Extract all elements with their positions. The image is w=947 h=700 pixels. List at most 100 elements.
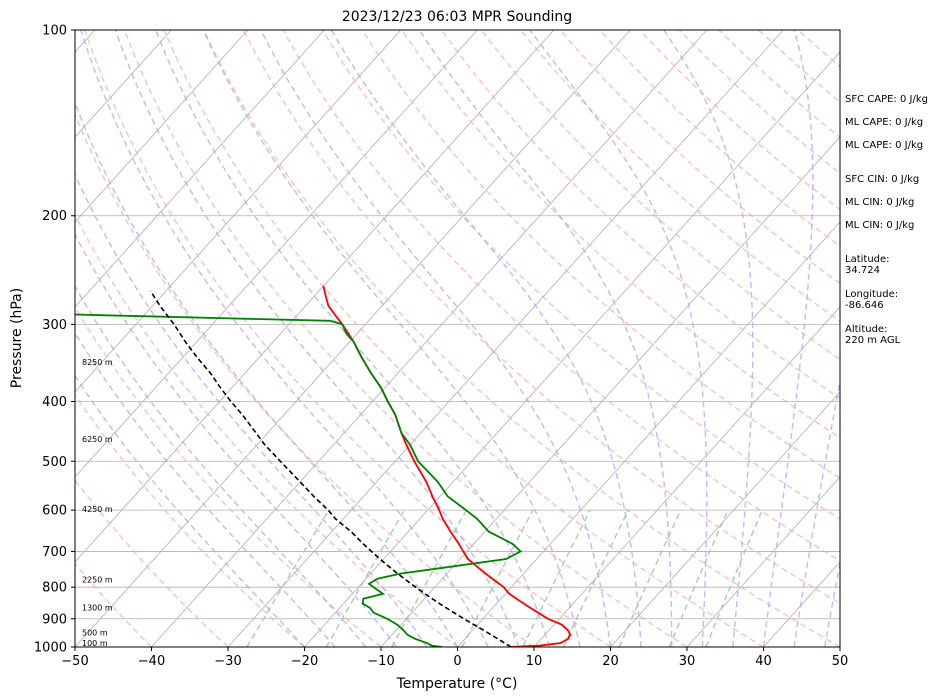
isotherm-line — [533, 306, 840, 647]
isotherm-line — [75, 30, 325, 308]
mixing-ratio-line — [325, 509, 405, 647]
dry-adiabat-line — [75, 562, 152, 647]
index-label: ML CAPE: 0 J/kg — [845, 117, 923, 128]
isotherm-line — [686, 476, 840, 647]
moist-adiabat-line — [75, 172, 428, 647]
isotherm-line — [75, 30, 555, 563]
height-label: 1300 m — [82, 604, 113, 613]
dry-adiabat-line — [123, 30, 688, 647]
dry-adiabat-line — [282, 30, 840, 562]
isotherm-line — [75, 30, 631, 647]
dry-adiabat-line — [163, 30, 764, 647]
x-tick-label: −10 — [367, 654, 394, 669]
x-tick-label: 20 — [602, 654, 619, 669]
index-label: SFC CIN: 0 J/kg — [845, 174, 919, 185]
moist-adiabat-line — [260, 30, 612, 647]
y-tick-label: 300 — [42, 318, 67, 333]
dry-adiabat-line — [75, 479, 229, 647]
parcel-profile-line — [149, 290, 512, 647]
y-axis-label: Pressure (hPa) — [9, 288, 25, 388]
y-tick-label: 400 — [42, 395, 67, 410]
location-label: Longitude: — [845, 289, 898, 300]
isotherm-line — [75, 30, 172, 138]
y-tick-label: 100 — [42, 24, 67, 39]
height-label: 2250 m — [82, 576, 113, 585]
dry-adiabat-line — [559, 30, 840, 285]
mixing-ratio-line — [461, 509, 534, 647]
dry-adiabat-line — [75, 213, 458, 647]
x-tick-label: −30 — [214, 654, 241, 669]
dewpoint-profile-line — [75, 313, 523, 647]
moist-adiabat-line — [202, 30, 581, 647]
location-value: -86.646 — [845, 300, 884, 311]
y-tick-label: 200 — [42, 209, 67, 224]
y-axis-ticks: 100 200 300 400 500 600 700 800 900 1000 — [34, 24, 75, 656]
dry-adiabat-line — [75, 305, 382, 647]
dry-adiabat-line — [242, 30, 840, 605]
height-label: 6250 m — [82, 435, 113, 444]
moist-adiabat-line — [75, 284, 367, 647]
data-lines — [75, 285, 572, 647]
y-tick-label: 900 — [42, 612, 67, 627]
location-label: Latitude: — [845, 254, 890, 265]
index-label: ML CIN: 0 J/kg — [845, 220, 914, 231]
moist-adiabat-line — [154, 30, 550, 647]
chart-title: 2023/12/23 06:03 MPR Sounding — [342, 9, 572, 25]
height-label: 500 m — [82, 629, 108, 638]
isotherm-line — [151, 30, 708, 647]
x-tick-label: −40 — [138, 654, 165, 669]
y-tick-label: 700 — [42, 545, 67, 560]
x-tick-label: 10 — [526, 654, 543, 669]
location-value: 34.724 — [845, 265, 880, 276]
isotherm-line — [304, 51, 840, 647]
isotherm-line — [75, 30, 478, 478]
index-label: ML CAPE: 0 J/kg — [845, 140, 923, 151]
dry-adiabat-line — [520, 30, 840, 322]
isotherm-line — [610, 391, 840, 647]
moist-adiabat-line — [529, 30, 708, 647]
height-label: 4250 m — [82, 505, 113, 514]
background-lines — [75, 30, 840, 647]
moist-adiabat-line — [80, 30, 489, 647]
moist-adiabat-line — [75, 100, 459, 647]
moist-adiabat-line — [330, 30, 642, 647]
mixing-ratio-line — [562, 509, 629, 647]
isotherm-line — [227, 30, 784, 647]
x-tick-label: −20 — [291, 654, 318, 669]
isotherm-line — [380, 136, 840, 647]
x-tick-label: −50 — [61, 654, 88, 669]
dry-adiabat-line — [321, 30, 840, 520]
moist-adiabat-line — [824, 560, 840, 647]
location-value: 220 m AGL — [845, 335, 901, 346]
location-label: Altitude: — [845, 324, 887, 335]
x-tick-label: 40 — [755, 654, 772, 669]
moist-adiabat-line — [418, 30, 673, 647]
x-tick-label: 0 — [453, 654, 461, 669]
index-label: ML CIN: 0 J/kg — [845, 197, 914, 208]
mixing-ratio-line — [522, 509, 591, 647]
height-label: 8250 m — [82, 358, 113, 367]
dry-adiabat-line — [84, 30, 611, 647]
y-tick-label: 800 — [42, 581, 67, 596]
dry-adiabat-line — [75, 393, 305, 647]
y-tick-label: 1000 — [34, 641, 67, 656]
moist-adiabat-line — [762, 30, 814, 647]
mixing-ratio-line — [246, 509, 330, 647]
mixing-ratio-line — [668, 509, 729, 647]
moist-adiabat-line — [75, 232, 397, 647]
x-axis-ticks: −50 −40 −30 −20 −10 0 10 20 30 40 50 — [61, 647, 848, 669]
x-tick-label: 50 — [832, 654, 849, 669]
plot-frame — [74, 29, 841, 648]
isotherm-line — [75, 30, 249, 223]
height-label: 100 m — [82, 639, 108, 648]
dry-adiabat-line — [203, 30, 840, 647]
dry-adiabat-line — [75, 112, 535, 647]
isotherm-line — [75, 30, 402, 393]
stability-indices-panel: SFC CAPE: 0 J/kg ML CAPE: 0 J/kg ML CAPE: … — [845, 94, 928, 346]
moist-adiabat-line — [793, 376, 840, 647]
x-axis-label: Temperature (°C) — [396, 676, 518, 692]
mixing-ratio-line — [618, 509, 682, 647]
mixing-ratio-line — [705, 509, 763, 647]
